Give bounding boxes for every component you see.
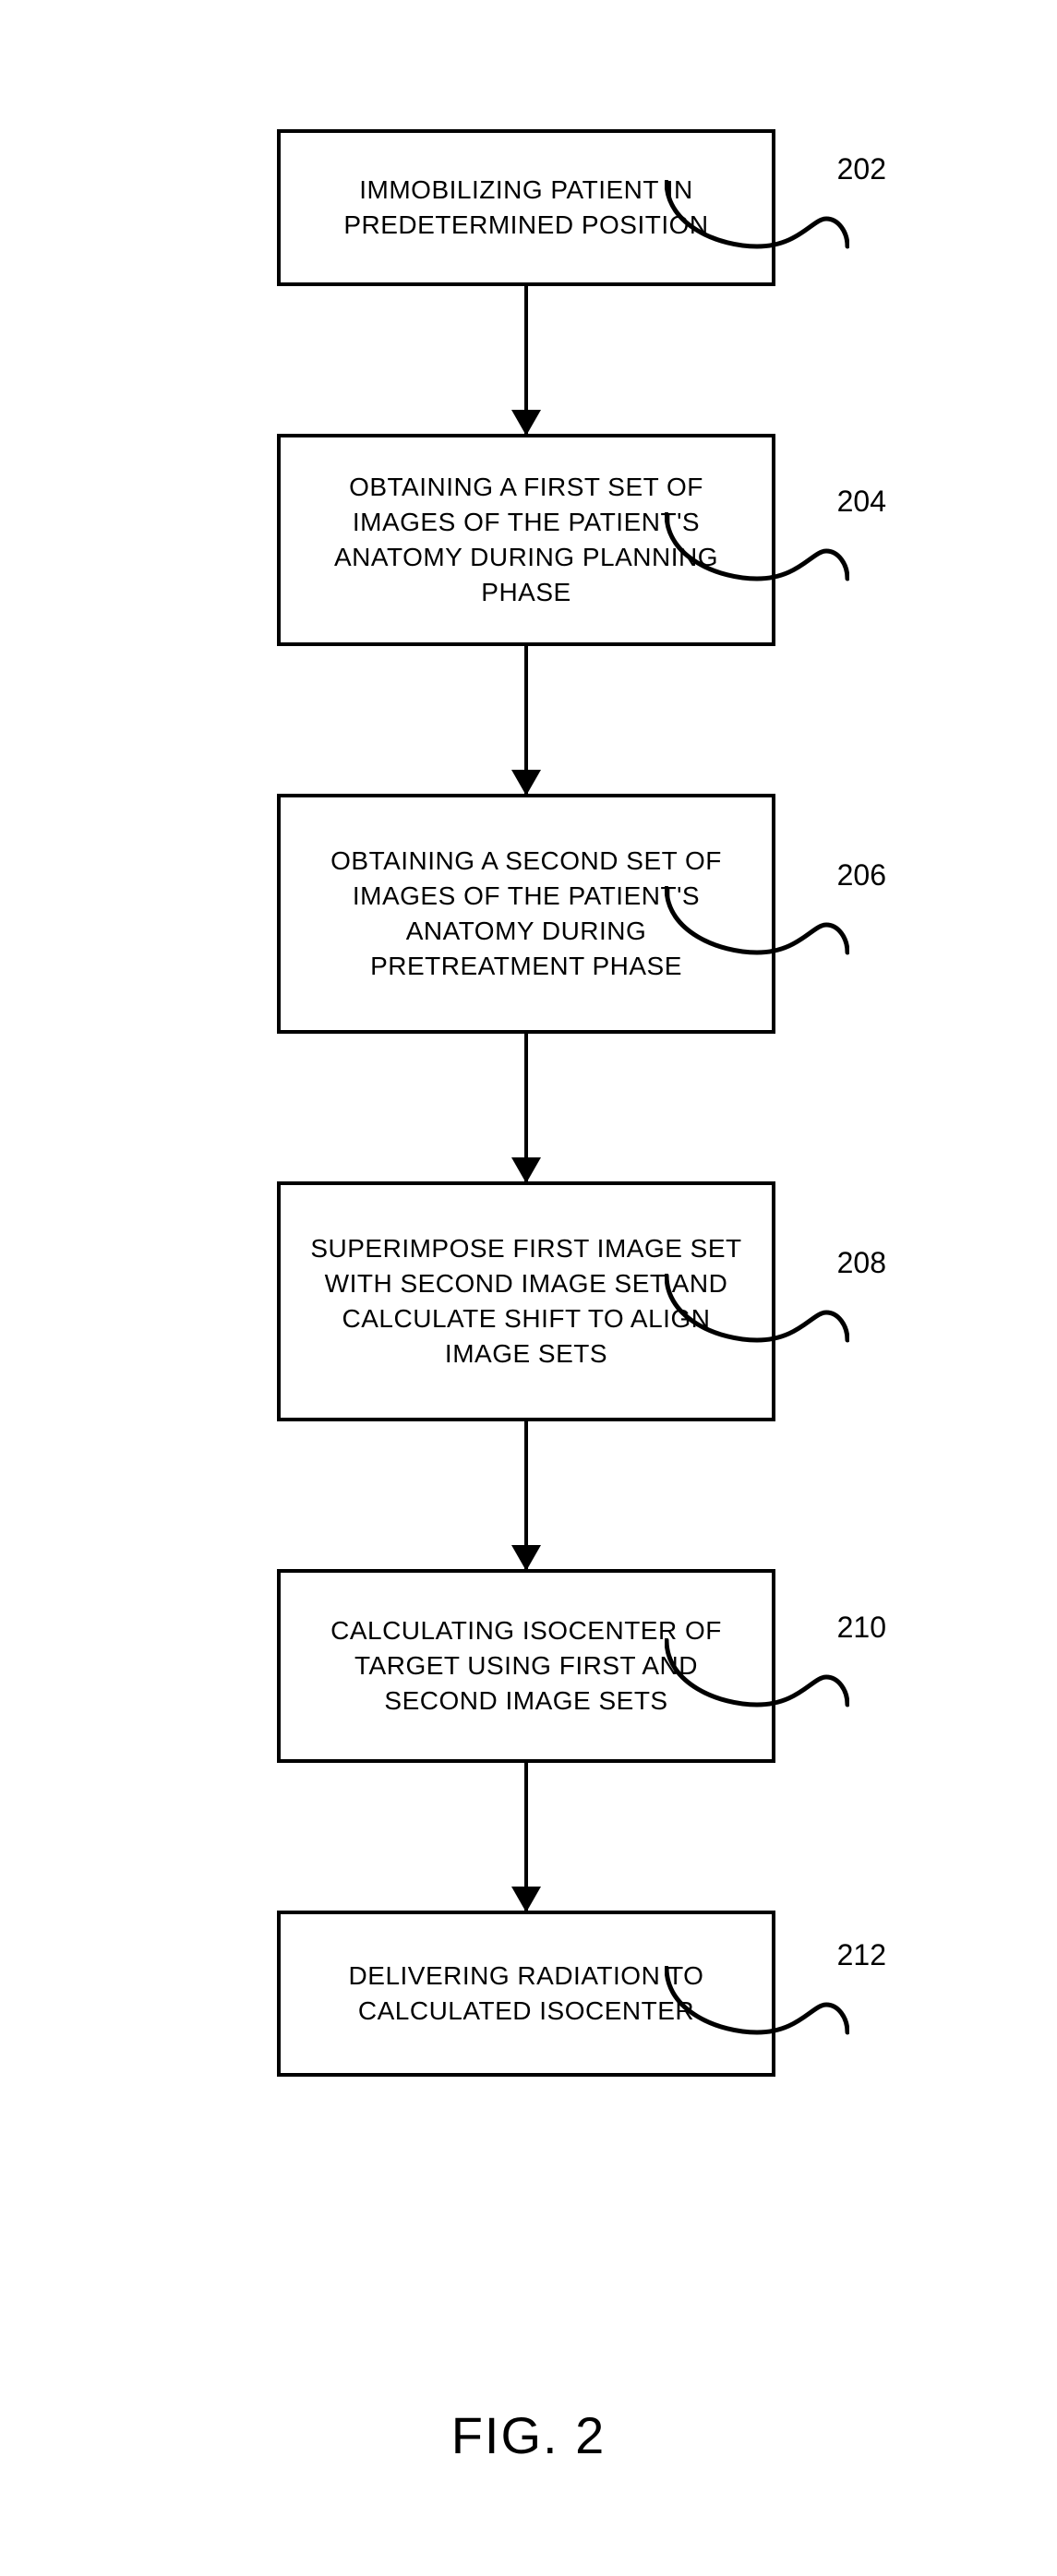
arrowhead-icon	[511, 1545, 541, 1571]
flowchart-label-wrap: 204	[665, 485, 886, 595]
flowchart-arrow	[524, 1034, 528, 1181]
swoosh-icon	[665, 1966, 849, 2040]
arrowhead-icon	[511, 770, 541, 796]
swoosh-icon	[665, 886, 849, 960]
figure-label: FIG. 2	[0, 2405, 1057, 2465]
flowchart-label-wrap: 206	[665, 858, 886, 969]
flowchart-arrow	[524, 1421, 528, 1569]
swoosh-icon	[665, 180, 849, 254]
swoosh-icon	[665, 1638, 849, 1712]
flowchart-label-wrap: 210	[665, 1611, 886, 1721]
flowchart-arrow	[524, 646, 528, 794]
swoosh-icon	[665, 512, 849, 586]
swoosh-icon	[665, 1274, 849, 1348]
flowchart-label-wrap: 212	[665, 1938, 886, 2049]
flowchart-node: DELIVERING RADIATION TO CALCULATED ISOCE…	[166, 1911, 886, 2077]
flowchart-node: SUPERIMPOSE FIRST IMAGE SET WITH SECOND …	[166, 1181, 886, 1421]
arrowhead-icon	[511, 410, 541, 436]
flowchart-node: OBTAINING A FIRST SET OF IMAGES OF THE P…	[166, 434, 886, 646]
arrowhead-icon	[511, 1887, 541, 1912]
flowchart-label-wrap: 202	[665, 152, 886, 263]
flowchart-arrow	[524, 286, 528, 434]
flowchart-arrow	[524, 1763, 528, 1911]
flowchart-container: IMMOBILIZING PATIENT IN PREDETERMINED PO…	[166, 129, 886, 2077]
flowchart-label-wrap: 208	[665, 1246, 886, 1357]
flowchart-node: CALCULATING ISOCENTER OF TARGET USING FI…	[166, 1569, 886, 1763]
flowchart-node: IMMOBILIZING PATIENT IN PREDETERMINED PO…	[166, 129, 886, 286]
arrowhead-icon	[511, 1157, 541, 1183]
flowchart-node: OBTAINING A SECOND SET OF IMAGES OF THE …	[166, 794, 886, 1034]
